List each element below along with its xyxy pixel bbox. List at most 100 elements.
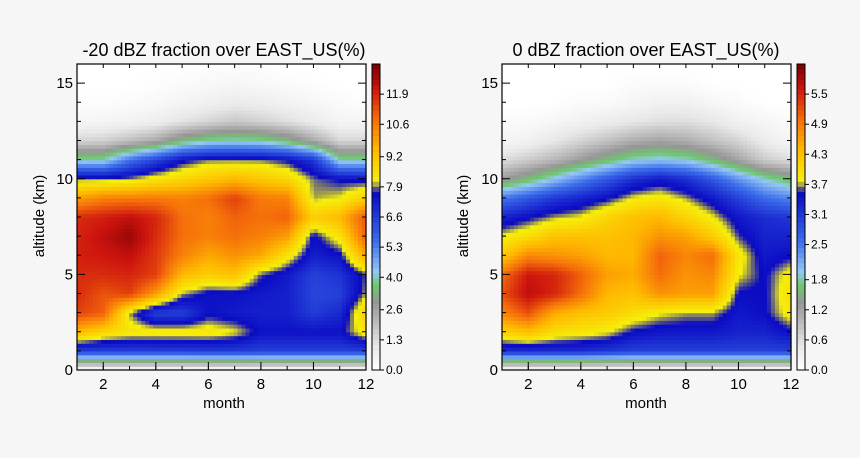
left-heatmap-cell [309,289,315,295]
left-heatmap-cell [341,132,347,138]
left-heatmap-cell [153,335,158,340]
left-heatmap-cell [125,320,130,325]
left-heatmap-cell [281,209,287,214]
left-heatmap-cell [229,197,235,203]
left-heatmap-cell [333,247,339,253]
left-heatmap-cell [305,171,311,176]
left-heatmap-cell [277,335,283,340]
left-heatmap-cell [273,243,279,249]
left-heatmap-cell [149,335,154,340]
left-heatmap-cell [337,209,343,214]
left-heatmap-cell [105,205,110,210]
left-heatmap-cell [93,247,98,253]
left-heatmap-cell [169,262,174,268]
left-heatmap-cell [329,270,335,275]
left-heatmap-cell [157,304,162,310]
left-heatmap-cell [117,301,122,306]
left-heatmap-cell [153,347,158,352]
left-heatmap-cell [341,117,347,122]
left-heatmap-cell [189,209,194,214]
left-heatmap-cell [257,178,263,184]
left-heatmap-cell [217,297,223,302]
left-heatmap-cell [289,125,295,130]
left-heatmap-cell [169,347,174,352]
left-heatmap-cell [117,174,122,180]
left-heatmap-cell [333,163,339,168]
left-heatmap-cell [213,213,219,218]
left-heatmap-cell [161,151,166,157]
left-heatmap-cell [205,106,211,111]
left-heatmap-cell [117,278,122,283]
left-heatmap-cell [289,243,295,249]
left-heatmap-cell [205,354,211,360]
left-heatmap-cell [145,327,150,333]
left-heatmap-cell [109,167,114,172]
left-heatmap-cell [93,109,98,115]
left-heatmap-cell [161,224,166,230]
left-heatmap-cell [177,335,182,340]
left-heatmap-cell [265,320,271,325]
left-heatmap-cell [181,155,186,161]
left-heatmap-cell [281,117,287,122]
left-heatmap-cell [185,274,190,279]
left-heatmap-cell [329,136,335,142]
left-heatmap-cell [209,312,215,318]
left-heatmap-cell [345,117,351,122]
left-heatmap-cell [269,167,275,172]
left-heatmap-cell [273,350,279,356]
left-heatmap-cell [121,194,126,199]
left-heatmap-cell [93,163,98,168]
left-heatmap-cell [185,220,190,226]
left-heatmap-cell [293,194,299,199]
left-heatmap-cell [113,209,118,214]
left-heatmap-cell [117,274,122,279]
left-heatmap-cell [269,236,275,241]
left-heatmap-cell [173,236,178,241]
left-heatmap-cell [353,347,359,352]
left-heatmap-cell [125,228,130,233]
left-heatmap-cell [249,178,255,184]
left-heatmap-cell [285,312,291,318]
left-heatmap-cell [277,270,283,275]
left-heatmap-cell [277,151,283,157]
left-heatmap-cell [145,358,150,363]
left-heatmap-cell [153,259,158,264]
left-heatmap-cell [321,125,327,130]
left-heatmap-cell [193,350,199,356]
left-heatmap-cell [329,205,335,210]
left-heatmap-cell [149,194,154,199]
left-heatmap-cell [285,343,291,348]
left-heatmap-cell [221,228,227,233]
left-heatmap-cell [221,270,227,275]
left-heatmap-cell [205,270,211,275]
left-heatmap-cell [149,190,154,195]
left-heatmap-cell [213,251,219,256]
left-heatmap-cell [129,136,134,142]
left-heatmap-cell [301,159,307,165]
left-heatmap-cell [289,339,295,344]
left-heatmap-cell [273,209,279,214]
left-heatmap-cell [341,159,347,165]
left-heatmap-cell [313,289,319,295]
left-heatmap-cell [133,255,138,260]
left-heatmap-cell [177,239,182,245]
left-heatmap-cell [161,347,166,352]
left-heatmap-cell [105,121,110,126]
left-heatmap-cell [297,335,303,340]
left-heatmap-cell [285,232,291,237]
left-heatmap-cell [297,171,303,176]
left-heatmap-cell [301,243,307,249]
left-heatmap-cell [261,243,267,249]
left-heatmap-cell [325,232,331,237]
left-heatmap-cell [361,174,367,180]
left-heatmap-cell [317,220,323,226]
left-heatmap-cell [237,171,243,176]
left-heatmap-cell [185,366,190,371]
left-heatmap-cell [81,282,86,287]
left-heatmap-cell [189,285,194,291]
left-heatmap-cell [85,304,90,310]
left-heatmap-cell [153,178,158,184]
left-heatmap-cell [345,209,351,214]
left-heatmap-cell [173,239,178,245]
left-heatmap-cell [137,186,142,191]
